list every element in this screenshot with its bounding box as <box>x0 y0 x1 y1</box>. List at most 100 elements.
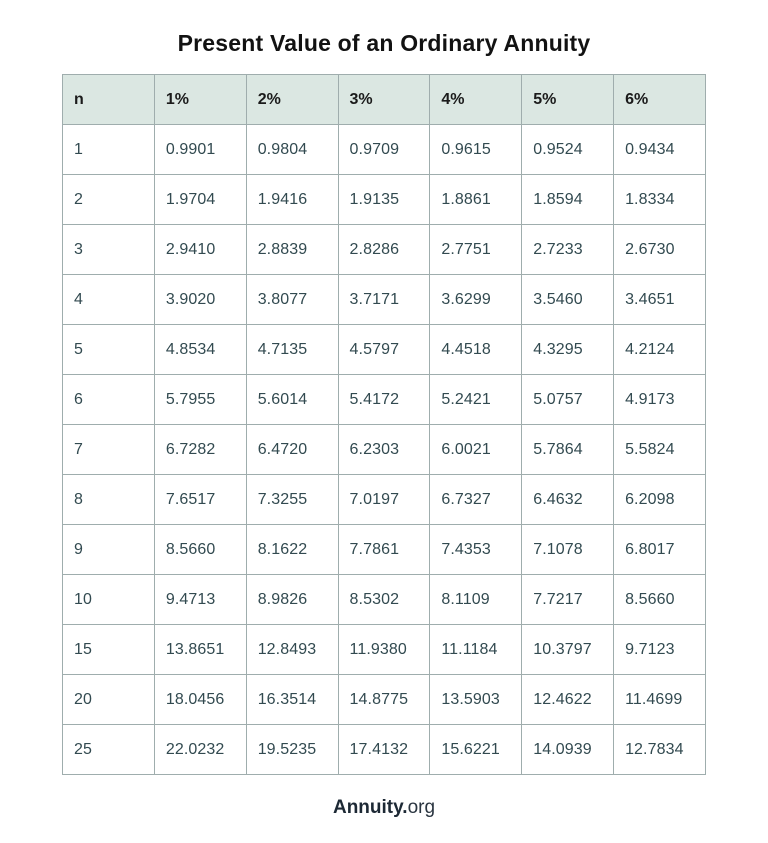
column-header: 5% <box>521 74 615 125</box>
table-row: 6 5.7955 5.6014 5.4172 5.2421 5.0757 4.9173 <box>62 374 706 425</box>
row-label-cell: 1 <box>62 124 155 175</box>
value-cell: 14.8775 <box>337 674 431 725</box>
value-cell: 6.7327 <box>429 474 523 525</box>
value-cell: 11.4699 <box>613 674 706 725</box>
table-body: 1 0.9901 0.9804 0.9709 0.9615 0.9524 0.9434 2 1.… <box>62 124 706 775</box>
value-cell: 1.9416 <box>245 174 339 225</box>
value-cell: 7.4353 <box>429 524 523 575</box>
table-row: 10 9.4713 8.9826 8.5302 8.1109 7.7217 8.5660 <box>62 574 706 625</box>
value-cell: 4.4518 <box>429 324 523 375</box>
row-label-cell: 8 <box>62 474 155 525</box>
page-title: Present Value of an Ordinary Annuity <box>177 30 591 56</box>
table-row: 15 13.8651 12.8493 11.9380 11.1184 10.3797 9.7… <box>62 624 706 675</box>
table-row: 5 4.8534 4.7135 4.5797 4.4518 4.3295 4.2124 <box>62 324 706 375</box>
row-label-cell: 6 <box>62 374 155 425</box>
value-cell: 5.6014 <box>245 374 339 425</box>
row-label-cell: 7 <box>62 424 155 475</box>
value-cell: 1.8334 <box>613 174 706 225</box>
value-cell: 1.9135 <box>337 174 431 225</box>
row-label-cell: 5 <box>62 324 155 375</box>
value-cell: 7.0197 <box>337 474 431 525</box>
value-cell: 3.7171 <box>337 274 431 325</box>
row-label-cell: 10 <box>62 574 155 625</box>
brand-name-bold: Annuity. <box>332 797 408 818</box>
value-cell: 6.2303 <box>337 424 431 475</box>
row-label-cell: 20 <box>62 674 155 725</box>
value-cell: 3.5460 <box>521 274 615 325</box>
value-cell: 5.5824 <box>613 424 706 475</box>
row-label-cell: 9 <box>62 524 155 575</box>
value-cell: 8.1109 <box>429 574 523 625</box>
brand-name-light: org <box>407 797 436 818</box>
value-cell: 8.5660 <box>153 524 247 575</box>
value-cell: 4.5797 <box>337 324 431 375</box>
value-cell: 0.9524 <box>521 124 615 175</box>
value-cell: 3.9020 <box>153 274 247 325</box>
row-label-cell: 15 <box>62 624 155 675</box>
value-cell: 13.8651 <box>153 624 247 675</box>
value-cell: 11.9380 <box>337 624 431 675</box>
value-cell: 10.3797 <box>521 624 615 675</box>
value-cell: 12.7834 <box>613 724 706 775</box>
value-cell: 6.4720 <box>245 424 339 475</box>
table-row: 8 7.6517 7.3255 7.0197 6.7327 6.4632 6.2098 <box>62 474 706 525</box>
table-row: 3 2.9410 2.8839 2.8286 2.7751 2.7233 2.6730 <box>62 224 706 275</box>
value-cell: 15.6221 <box>429 724 523 775</box>
column-header: 3% <box>337 74 431 125</box>
table-row: 20 18.0456 16.3514 14.8775 13.5903 12.4622 11.… <box>62 674 706 725</box>
value-cell: 4.8534 <box>153 324 247 375</box>
value-cell: 4.2124 <box>613 324 706 375</box>
value-cell: 5.7955 <box>153 374 247 425</box>
value-cell: 6.8017 <box>613 524 706 575</box>
value-cell: 2.8839 <box>245 224 339 275</box>
value-cell: 7.3255 <box>245 474 339 525</box>
value-cell: 6.0021 <box>429 424 523 475</box>
value-cell: 3.6299 <box>429 274 523 325</box>
table-row: 25 22.0232 19.5235 17.4132 15.6221 14.0939 12.… <box>62 724 706 775</box>
column-header: 4% <box>429 74 523 125</box>
value-cell: 0.9434 <box>613 124 706 175</box>
value-cell: 3.8077 <box>245 274 339 325</box>
value-cell: 11.1184 <box>429 624 523 675</box>
value-cell: 2.8286 <box>337 224 431 275</box>
value-cell: 8.5302 <box>337 574 431 625</box>
column-header: n <box>62 74 155 125</box>
table-row: 1 0.9901 0.9804 0.9709 0.9615 0.9524 0.9434 <box>62 124 706 175</box>
value-cell: 18.0456 <box>153 674 247 725</box>
value-cell: 22.0232 <box>153 724 247 775</box>
row-label-cell: 25 <box>62 724 155 775</box>
column-header: 2% <box>245 74 339 125</box>
row-label-cell: 2 <box>62 174 155 225</box>
column-header: 1% <box>153 74 247 125</box>
value-cell: 0.9804 <box>245 124 339 175</box>
value-cell: 8.5660 <box>613 574 706 625</box>
value-cell: 2.7233 <box>521 224 615 275</box>
row-label-cell: 3 <box>62 224 155 275</box>
value-cell: 17.4132 <box>337 724 431 775</box>
value-cell: 4.9173 <box>613 374 706 425</box>
annuity-factor-table: n 1% 2% 3% 4% 5% 6% 1 0.9901 0.9804 0.9709 0.9615 0… <box>62 74 706 775</box>
table-row: 9 8.5660 8.1622 7.7861 7.4353 7.1078 6.8017 <box>62 524 706 575</box>
value-cell: 5.4172 <box>337 374 431 425</box>
value-cell: 7.6517 <box>153 474 247 525</box>
value-cell: 4.7135 <box>245 324 339 375</box>
value-cell: 1.9704 <box>153 174 247 225</box>
value-cell: 14.0939 <box>521 724 615 775</box>
value-cell: 7.1078 <box>521 524 615 575</box>
value-cell: 12.8493 <box>245 624 339 675</box>
value-cell: 4.3295 <box>521 324 615 375</box>
value-cell: 5.7864 <box>521 424 615 475</box>
value-cell: 6.4632 <box>521 474 615 525</box>
value-cell: 9.4713 <box>153 574 247 625</box>
value-cell: 13.5903 <box>429 674 523 725</box>
value-cell: 6.2098 <box>613 474 706 525</box>
value-cell: 1.8861 <box>429 174 523 225</box>
value-cell: 0.9901 <box>153 124 247 175</box>
value-cell: 19.5235 <box>245 724 339 775</box>
value-cell: 8.1622 <box>245 524 339 575</box>
table-row: 7 6.7282 6.4720 6.2303 6.0021 5.7864 5.5824 <box>62 424 706 475</box>
value-cell: 9.7123 <box>613 624 706 675</box>
value-cell: 12.4622 <box>521 674 615 725</box>
value-cell: 7.7861 <box>337 524 431 575</box>
